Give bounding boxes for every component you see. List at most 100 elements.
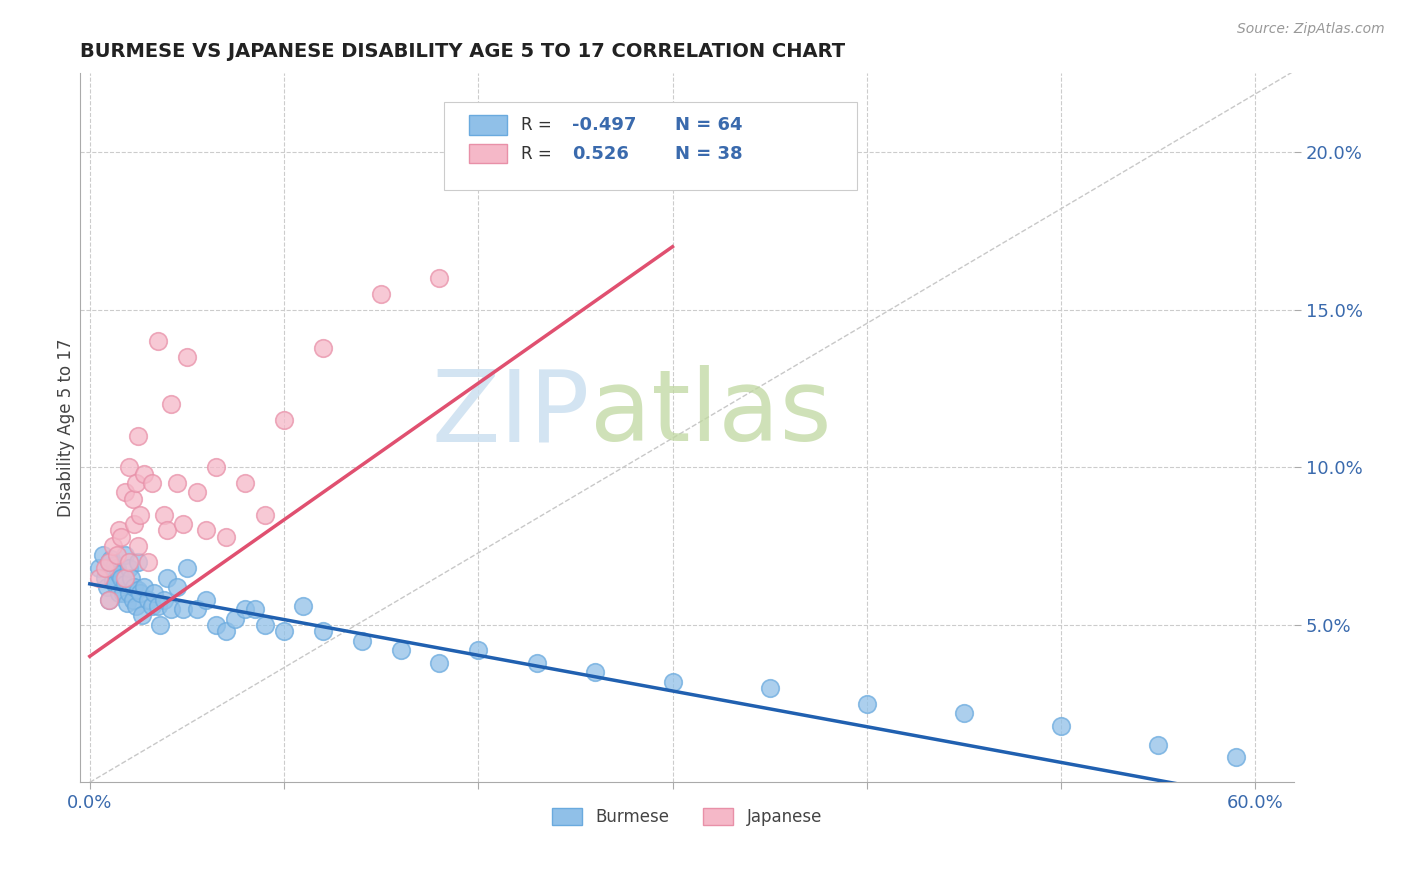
Point	[111, 586, 134, 600]
Point	[195, 592, 218, 607]
Point	[233, 602, 256, 616]
Point	[121, 491, 143, 506]
Point	[292, 599, 315, 613]
Point	[117, 561, 139, 575]
Point	[101, 574, 124, 588]
Point	[176, 561, 198, 575]
Text: BURMESE VS JAPANESE DISABILITY AGE 5 TO 17 CORRELATION CHART: BURMESE VS JAPANESE DISABILITY AGE 5 TO …	[80, 42, 845, 61]
Point	[429, 656, 451, 670]
Point	[127, 555, 149, 569]
Legend: Burmese, Japanese: Burmese, Japanese	[544, 799, 830, 834]
Point	[205, 460, 228, 475]
Point	[117, 555, 139, 569]
Point	[94, 570, 117, 584]
Point	[105, 561, 128, 575]
Point	[156, 570, 179, 584]
Point	[104, 577, 127, 591]
Point	[273, 624, 295, 639]
Point	[253, 508, 276, 522]
Point	[429, 271, 451, 285]
Point	[156, 523, 179, 537]
Point	[108, 523, 131, 537]
Point	[141, 476, 163, 491]
Text: atlas: atlas	[591, 365, 831, 462]
Point	[152, 592, 174, 607]
Y-axis label: Disability Age 5 to 17: Disability Age 5 to 17	[58, 339, 75, 517]
Point	[215, 530, 238, 544]
Point	[129, 586, 152, 600]
Bar	[468, 115, 508, 135]
Point	[160, 397, 183, 411]
Point	[370, 287, 392, 301]
Point	[114, 570, 136, 584]
Point	[186, 485, 208, 500]
Point	[467, 643, 489, 657]
Point	[243, 602, 266, 616]
Point	[661, 674, 683, 689]
Point	[124, 516, 146, 531]
Point	[141, 599, 163, 613]
Point	[186, 602, 208, 616]
Point	[117, 460, 139, 475]
Point	[129, 508, 152, 522]
Point	[146, 334, 169, 349]
Point	[98, 555, 121, 569]
Point	[172, 516, 194, 531]
Point	[121, 592, 143, 607]
Point	[124, 580, 146, 594]
Point	[96, 580, 118, 594]
Bar	[468, 144, 508, 163]
Point	[136, 555, 159, 569]
Point	[758, 681, 780, 695]
Point	[166, 476, 188, 491]
Point	[89, 561, 111, 575]
Point	[1050, 718, 1073, 732]
Point	[855, 697, 877, 711]
FancyBboxPatch shape	[444, 102, 858, 190]
Point	[389, 643, 412, 657]
Text: N = 64: N = 64	[675, 116, 742, 134]
Point	[152, 508, 174, 522]
Point	[953, 706, 976, 720]
Point	[176, 350, 198, 364]
Point	[312, 624, 335, 639]
Point	[100, 551, 122, 566]
Point	[233, 476, 256, 491]
Point	[120, 570, 142, 584]
Point	[98, 555, 121, 569]
Point	[110, 570, 132, 584]
Point	[146, 599, 169, 613]
Point	[125, 599, 148, 613]
Point	[114, 577, 136, 591]
Point	[98, 592, 121, 607]
Point	[215, 624, 238, 639]
Text: -0.497: -0.497	[572, 116, 636, 134]
Text: R =: R =	[520, 116, 557, 134]
Text: N = 38: N = 38	[675, 145, 742, 162]
Point	[205, 617, 228, 632]
Point	[224, 611, 246, 625]
Text: 0.526: 0.526	[572, 145, 628, 162]
Point	[115, 596, 138, 610]
Point	[105, 549, 128, 563]
Point	[127, 429, 149, 443]
Point	[312, 341, 335, 355]
Point	[1147, 738, 1170, 752]
Point	[98, 592, 121, 607]
Point	[108, 586, 131, 600]
Point	[273, 413, 295, 427]
Point	[125, 476, 148, 491]
Point	[195, 523, 218, 537]
Point	[131, 608, 153, 623]
Point	[94, 561, 117, 575]
Text: Source: ZipAtlas.com: Source: ZipAtlas.com	[1237, 22, 1385, 37]
Point	[89, 570, 111, 584]
Point	[172, 602, 194, 616]
Point	[1225, 750, 1247, 764]
Point	[114, 485, 136, 500]
Point	[104, 558, 127, 572]
Point	[142, 586, 165, 600]
Point	[149, 617, 172, 632]
Point	[136, 592, 159, 607]
Point	[134, 467, 156, 481]
